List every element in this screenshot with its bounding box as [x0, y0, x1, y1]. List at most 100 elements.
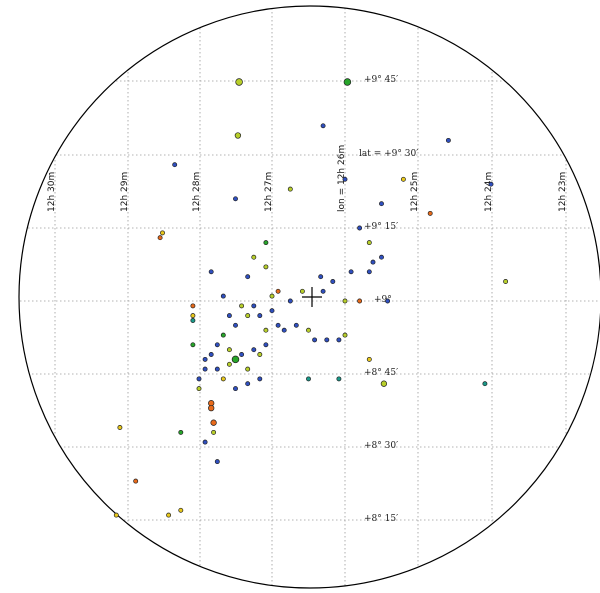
object-marker [178, 429, 184, 435]
object-marker [220, 376, 226, 382]
object-marker [233, 322, 238, 328]
object-marker [287, 298, 293, 304]
object-marker [306, 327, 311, 333]
lon-label: 12h 29m [120, 172, 130, 212]
object-marker [427, 210, 433, 216]
object-marker [320, 288, 326, 294]
object-marker [379, 254, 384, 260]
object-marker [190, 318, 196, 323]
object-marker [231, 355, 240, 364]
object-marker [133, 478, 139, 484]
object-marker [275, 288, 281, 294]
object-marker [220, 293, 226, 299]
object-marker [385, 298, 391, 304]
object-marker [172, 162, 178, 168]
object-marker [245, 313, 251, 319]
object-marker [208, 404, 215, 412]
object-marker [245, 274, 251, 280]
object-marker [202, 366, 208, 372]
object-marker [269, 308, 275, 314]
object-marker [366, 269, 372, 275]
object-marker [251, 303, 257, 309]
object-marker [190, 342, 196, 348]
object-marker [482, 381, 488, 387]
object-marker [488, 181, 494, 187]
object-marker [400, 176, 406, 182]
lat-label: lat = +9° 30′ [359, 149, 418, 159]
object-marker [245, 366, 251, 372]
object-marker [445, 137, 451, 143]
object-marker [210, 419, 217, 426]
object-marker [214, 342, 220, 348]
object-marker [234, 132, 242, 139]
object-marker [312, 337, 318, 343]
lon-label: 12h 24m [484, 172, 494, 212]
lat-label: +8° 15′ [364, 514, 398, 524]
object-marker [251, 254, 257, 260]
lon-label: lon = 12h 26m [337, 145, 347, 212]
object-marker [342, 332, 348, 338]
object-marker [336, 337, 342, 343]
object-marker [233, 386, 238, 392]
object-marker [220, 332, 226, 338]
object-marker [324, 337, 330, 343]
object-marker [257, 352, 263, 357]
object-marker [257, 376, 263, 382]
object-marker [233, 196, 238, 202]
object-marker [190, 313, 196, 319]
object-marker [196, 376, 202, 382]
lat-label: +8° 45′ [364, 368, 398, 378]
object-marker [263, 327, 269, 333]
object-marker [503, 279, 509, 284]
object-markers [113, 78, 509, 518]
object-marker [366, 356, 372, 362]
object-marker [196, 386, 202, 392]
object-marker [330, 279, 336, 284]
center-crosshair [302, 287, 322, 307]
object-marker [263, 240, 269, 246]
object-marker [306, 376, 311, 382]
object-marker [208, 269, 214, 275]
object-marker [357, 298, 363, 304]
object-marker [336, 376, 342, 382]
object-marker [208, 352, 214, 357]
object-marker [214, 459, 220, 465]
object-marker [257, 313, 263, 319]
object-marker [245, 381, 251, 387]
object-marker [370, 259, 376, 265]
object-marker [348, 269, 354, 275]
object-marker [299, 288, 305, 294]
object-marker [293, 322, 299, 328]
lat-label: +8° 30′ [364, 441, 398, 451]
object-marker [202, 356, 208, 362]
object-marker [239, 352, 245, 357]
object-marker [287, 186, 293, 192]
lon-label: 12h 25m [410, 172, 420, 212]
lon-label: 12h 28m [192, 172, 202, 212]
object-marker [275, 322, 281, 328]
object-marker [357, 225, 363, 231]
object-marker [226, 347, 232, 353]
lat-label: +9° 45′ [364, 75, 398, 85]
lon-labels: 12h 30m 12h 29m 12h 28m 12h 27m lon = 12… [47, 145, 568, 212]
object-marker [318, 274, 324, 280]
object-marker [263, 264, 269, 270]
lat-label: +9° [374, 295, 392, 305]
field-boundary [18, 5, 600, 589]
object-marker [320, 123, 326, 129]
object-marker [343, 78, 352, 86]
object-marker [211, 429, 217, 435]
object-marker [113, 512, 119, 518]
object-marker [342, 176, 348, 182]
object-marker [226, 361, 232, 367]
object-marker [380, 380, 388, 387]
object-marker [366, 240, 372, 246]
object-marker [190, 303, 196, 309]
object-marker [226, 313, 232, 319]
object-marker [342, 298, 348, 304]
object-marker [117, 425, 123, 430]
object-marker [235, 78, 243, 86]
lon-label: 12h 23m [558, 172, 568, 212]
